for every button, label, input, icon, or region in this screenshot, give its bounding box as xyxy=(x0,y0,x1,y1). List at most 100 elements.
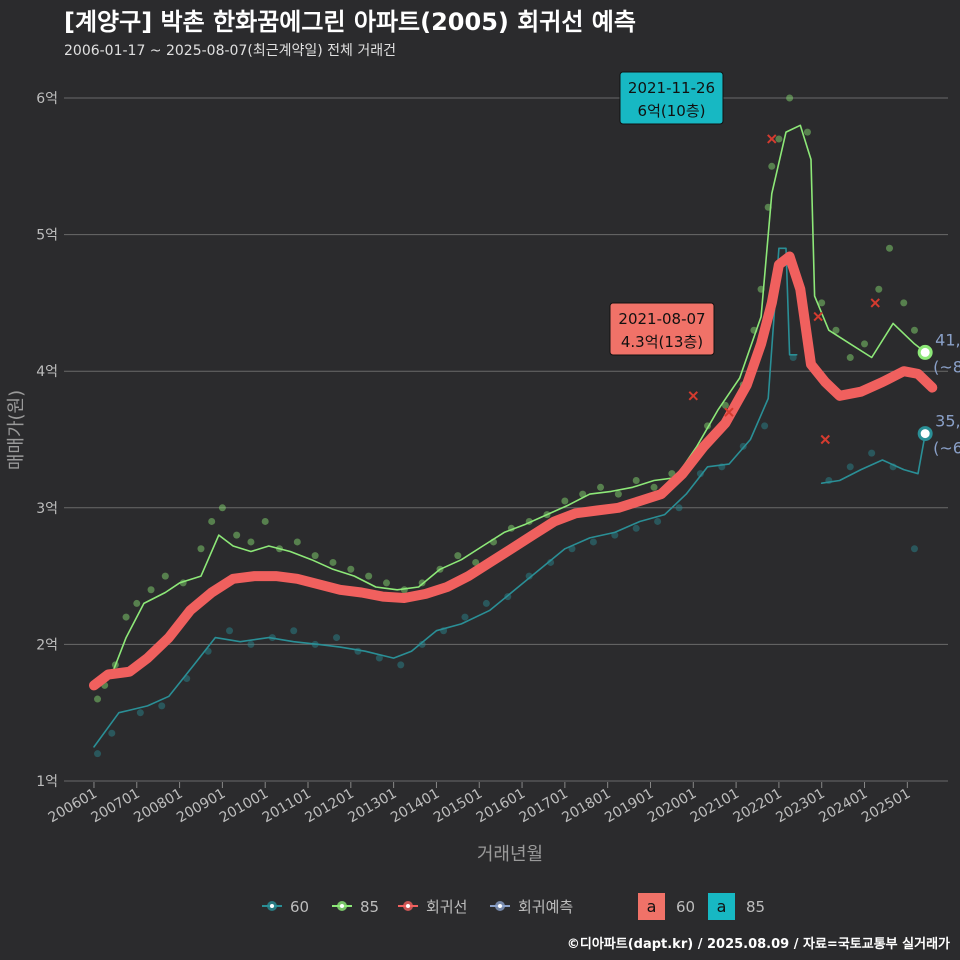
point-85 xyxy=(561,497,569,505)
point-85 xyxy=(721,401,729,409)
point-85 xyxy=(293,538,301,546)
point-85 xyxy=(218,504,226,512)
point-60 xyxy=(846,463,854,471)
point-85 xyxy=(861,340,869,348)
point-85 xyxy=(885,244,893,252)
point-60 xyxy=(136,709,144,717)
point-60 xyxy=(397,661,405,669)
legend-box-label: 60 xyxy=(676,898,695,916)
point-60 xyxy=(482,599,490,607)
point-60 xyxy=(333,634,341,642)
point-85 xyxy=(161,572,169,580)
point-85 xyxy=(454,552,462,560)
point-60 xyxy=(675,504,683,512)
point-60 xyxy=(290,627,298,635)
y-tick-label: 3억 xyxy=(36,501,58,517)
point-85 xyxy=(818,299,826,307)
end-point-60 xyxy=(917,426,933,442)
callout-box-max xyxy=(619,71,724,125)
point-85 xyxy=(329,558,337,566)
legend-dot-center xyxy=(406,904,410,908)
lines-layer xyxy=(89,124,938,748)
legend-item-label: 60 xyxy=(290,898,309,916)
callout-date-max: 2021-11-26 xyxy=(628,79,715,97)
point-60 xyxy=(654,517,662,525)
callout-date-last: 2021-08-07 xyxy=(618,310,705,328)
point-85 xyxy=(382,579,390,587)
y-axis-title: 매매가(원) xyxy=(6,390,27,470)
point-60 xyxy=(94,750,102,758)
legend-box-glyph: a xyxy=(647,897,657,916)
point-85 xyxy=(910,326,918,334)
end-area-label-60: (~60㎡) xyxy=(933,439,960,458)
cancelled-trade-mark xyxy=(767,134,777,144)
point-85 xyxy=(472,558,480,566)
point-85 xyxy=(803,128,811,136)
point-85 xyxy=(775,135,783,143)
legend-dot-center xyxy=(340,904,344,908)
point-85 xyxy=(786,94,794,102)
end-value-label-60: 35,433 xyxy=(935,412,960,431)
point-85 xyxy=(365,572,373,580)
callout-price-last: 4.3억(13층) xyxy=(621,333,703,351)
point-85 xyxy=(208,517,216,525)
point-85 xyxy=(122,613,130,621)
point-60 xyxy=(589,538,597,546)
cancelled-trade-mark xyxy=(820,434,830,445)
end-point-85 xyxy=(917,344,933,360)
y-tick-label: 6억 xyxy=(36,91,58,107)
grid-layer xyxy=(64,97,948,782)
point-85 xyxy=(311,552,319,560)
point-60 xyxy=(461,613,469,621)
chart-subtitle: 2006-01-17 ~ 2025-08-07(최근계약일) 전체 거래건 xyxy=(64,43,396,59)
cancelled-trade-mark xyxy=(688,391,698,401)
series-85-line xyxy=(93,124,926,689)
point-85 xyxy=(832,326,840,334)
legend-item-label: 회귀선 xyxy=(426,898,467,916)
point-85 xyxy=(247,538,255,546)
series-60-line xyxy=(93,247,798,748)
callout-box-last xyxy=(609,302,715,356)
legend-box xyxy=(708,893,735,920)
point-85 xyxy=(197,545,205,553)
legend-dot-center xyxy=(498,904,502,908)
point-60 xyxy=(418,640,426,648)
point-60 xyxy=(108,729,116,737)
point-85 xyxy=(147,586,155,594)
point-85 xyxy=(650,483,658,491)
y-tick-label: 1억 xyxy=(36,774,58,790)
point-60 xyxy=(910,545,918,553)
y-tick-label: 5억 xyxy=(36,228,58,244)
point-60 xyxy=(789,354,797,362)
point-60 xyxy=(158,702,166,710)
point-85 xyxy=(597,483,605,491)
point-60 xyxy=(696,470,704,478)
cancelled-trade-mark xyxy=(870,298,880,308)
chart-title: [계양구] 박촌 한화꿈에그린 아파트(2005) 회귀선 예측 xyxy=(64,8,636,36)
point-60 xyxy=(525,572,533,580)
point-85 xyxy=(900,299,908,307)
legend-item-label: 85 xyxy=(360,898,379,916)
point-60 xyxy=(632,524,640,532)
legend-box-glyph: a xyxy=(717,897,727,916)
point-60 xyxy=(375,654,383,662)
point-85 xyxy=(347,565,355,573)
y-tick-label: 2억 xyxy=(36,637,58,653)
point-60 xyxy=(761,422,769,430)
point-85 xyxy=(233,531,241,539)
series-60-line xyxy=(820,433,926,484)
point-85 xyxy=(846,354,854,362)
callout-price-max: 6억(10층) xyxy=(638,102,706,120)
point-60 xyxy=(868,449,876,457)
point-85 xyxy=(768,162,776,170)
y-tick-label: 4억 xyxy=(36,364,58,380)
point-60 xyxy=(247,640,255,648)
end-area-label-85: (~85㎡) xyxy=(933,357,960,376)
point-85 xyxy=(875,285,883,293)
point-85 xyxy=(133,599,141,607)
cancelled-trade-mark xyxy=(813,311,823,322)
footer-credit: ©디아파트(dapt.kr) / 2025.08.09 / 자료=국토교통부 실… xyxy=(567,936,950,952)
